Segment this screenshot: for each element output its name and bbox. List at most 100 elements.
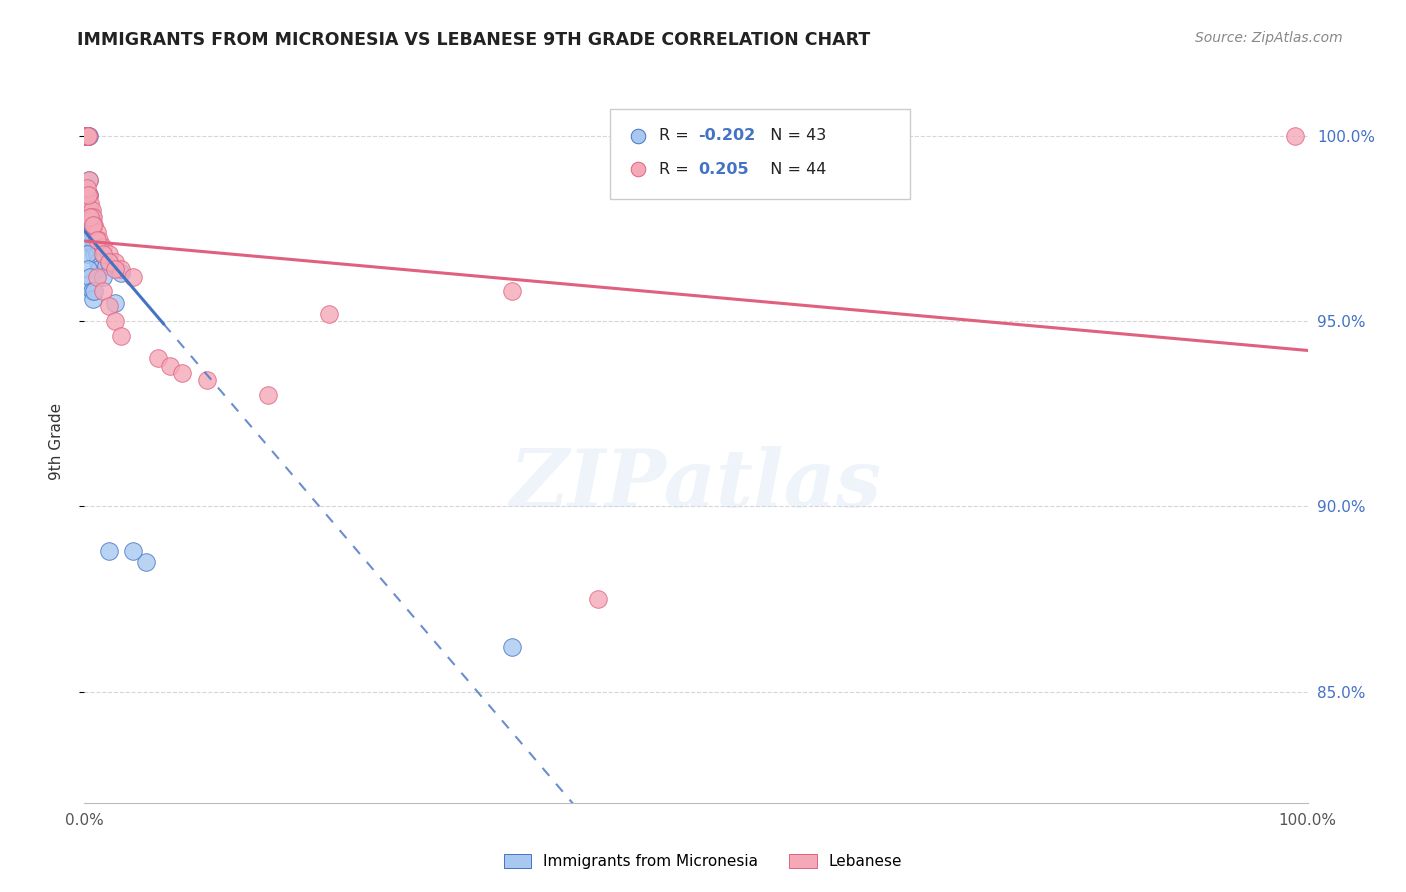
Point [87, 262, 110, 277]
Point [75, 128, 97, 143]
Point [82, 240, 104, 254]
Text: ZIPatlas: ZIPatlas [510, 446, 882, 524]
Point [104, 255, 127, 269]
Point [91, 247, 114, 261]
Point [80, 225, 103, 239]
Point [627, 584, 650, 599]
Point [75, 128, 97, 143]
Point [82, 221, 104, 235]
Point [97, 247, 120, 261]
Point [97, 255, 120, 269]
Point [80, 202, 103, 217]
Y-axis label: 9th Grade: 9th Grade [49, 403, 63, 480]
Point [77, 128, 100, 143]
Point [79, 218, 101, 232]
Point [79, 211, 101, 225]
Point [122, 544, 145, 558]
Point [75, 128, 97, 143]
Point [122, 269, 145, 284]
Point [195, 373, 218, 387]
Point [75, 128, 97, 143]
Point [110, 266, 132, 280]
Text: IMMIGRANTS FROM MICRONESIA VS LEBANESE 9TH GRADE CORRELATION CHART: IMMIGRANTS FROM MICRONESIA VS LEBANESE 9… [77, 31, 870, 49]
Point [87, 255, 110, 269]
Point [77, 128, 100, 143]
Point [97, 299, 120, 313]
Point [91, 240, 114, 254]
Point [97, 544, 120, 558]
Point [86, 247, 108, 261]
Point [86, 225, 108, 239]
Text: N = 43: N = 43 [759, 128, 825, 144]
Legend: Immigrants from Micronesia, Lebanese: Immigrants from Micronesia, Lebanese [498, 847, 908, 875]
Point [77, 128, 100, 143]
Point [77, 128, 100, 143]
Point [104, 262, 127, 277]
Point [77, 128, 100, 143]
Point [82, 218, 104, 232]
Point [110, 329, 132, 343]
Point [1284, 128, 1306, 143]
Point [75, 128, 97, 143]
Point [76, 128, 98, 143]
Point [77, 188, 100, 202]
Point [89, 240, 111, 254]
Point [318, 307, 340, 321]
Point [91, 247, 114, 261]
Point [91, 285, 114, 299]
Point [172, 366, 194, 380]
Point [75, 128, 97, 143]
Point [77, 173, 100, 187]
Point [77, 173, 100, 187]
Text: 0.205: 0.205 [699, 161, 749, 177]
Point [79, 195, 101, 210]
Point [96, 259, 118, 273]
Point [77, 262, 100, 277]
Text: R =: R = [659, 161, 699, 177]
Point [104, 314, 127, 328]
Text: Source: ZipAtlas.com: Source: ZipAtlas.com [1195, 31, 1343, 45]
Point [83, 218, 105, 232]
Point [75, 128, 97, 143]
Point [502, 640, 524, 655]
Point [76, 128, 98, 143]
FancyBboxPatch shape [610, 109, 910, 200]
Point [84, 240, 107, 254]
Point [76, 128, 98, 143]
Point [83, 233, 105, 247]
Point [97, 255, 120, 269]
Text: N = 44: N = 44 [759, 161, 825, 177]
Point [502, 285, 524, 299]
Point [79, 211, 101, 225]
Point [82, 211, 104, 225]
Point [86, 233, 108, 247]
Point [79, 202, 101, 217]
Point [135, 555, 157, 569]
Point [76, 247, 98, 261]
Point [76, 180, 98, 194]
Point [627, 414, 650, 428]
Point [82, 292, 104, 306]
Point [146, 351, 169, 366]
Point [586, 592, 609, 607]
Text: -0.202: -0.202 [699, 128, 755, 144]
Point [86, 269, 108, 284]
Point [87, 233, 110, 247]
Point [80, 211, 103, 225]
Point [77, 128, 100, 143]
Point [159, 359, 181, 373]
Point [76, 128, 98, 143]
Point [83, 247, 105, 261]
Point [104, 295, 127, 310]
Point [75, 233, 97, 247]
Point [77, 188, 100, 202]
Point [80, 285, 103, 299]
Text: R =: R = [659, 128, 695, 144]
Point [77, 188, 100, 202]
Point [83, 285, 105, 299]
Point [79, 269, 101, 284]
Point [77, 277, 100, 291]
Point [110, 262, 132, 277]
Point [76, 128, 98, 143]
Point [257, 388, 280, 402]
